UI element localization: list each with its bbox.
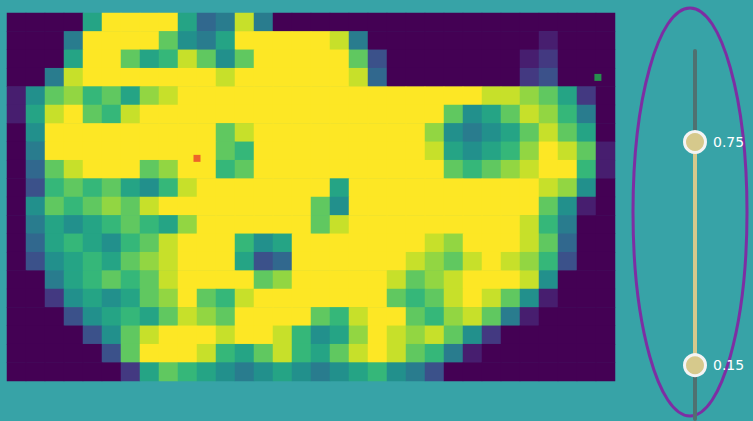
svg-text:0.15: 0.15 [713, 357, 744, 373]
svg-text:0.75: 0.75 [713, 134, 744, 150]
